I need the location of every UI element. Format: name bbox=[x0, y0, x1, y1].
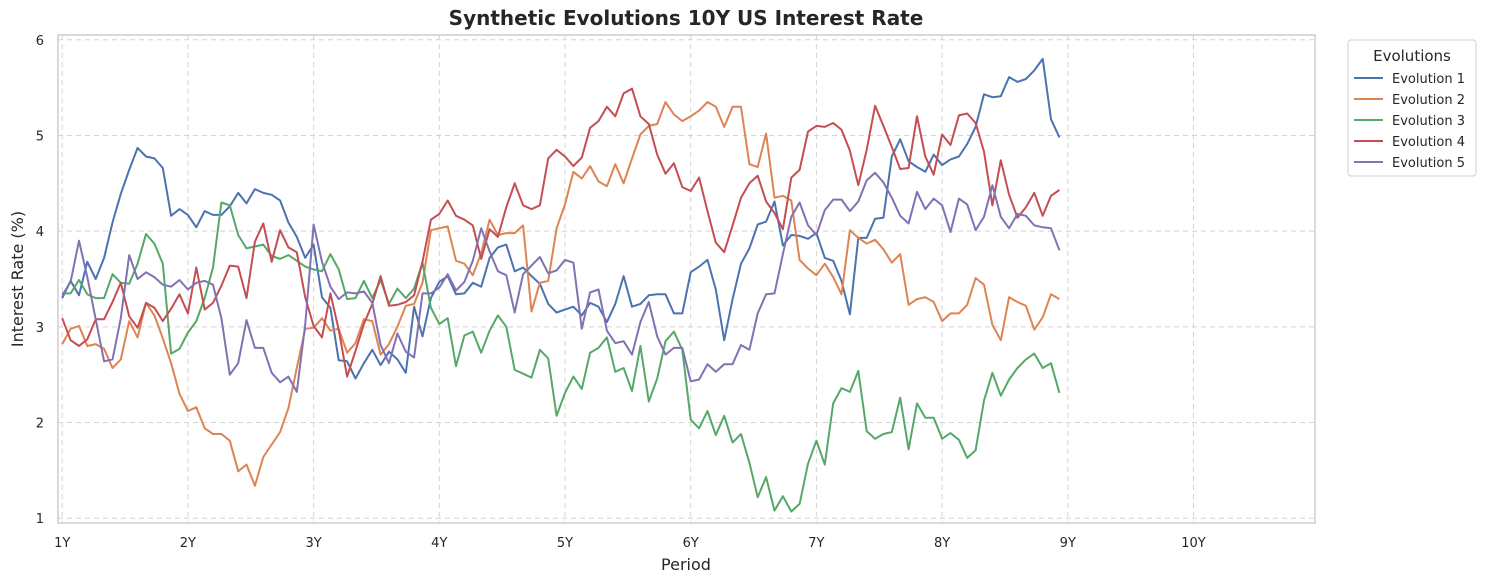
legend-label: Evolution 5 bbox=[1392, 156, 1465, 171]
legend-label: Evolution 2 bbox=[1392, 93, 1465, 108]
series-line-evolution-1 bbox=[61, 57, 1061, 380]
series-line-evolution-2 bbox=[61, 101, 1060, 487]
x-axis-label: Period bbox=[661, 555, 711, 574]
x-tick-label: 7Y bbox=[808, 536, 824, 551]
gridlines bbox=[58, 35, 1315, 523]
legend-label: Evolution 1 bbox=[1392, 72, 1465, 87]
x-tick-label: 5Y bbox=[557, 536, 573, 551]
legend-items: Evolution 1 Evolution 2 Evolution 3 Evoluti… bbox=[1354, 72, 1465, 171]
x-axis-ticks: 1Y 2Y 3Y 4Y 5Y 6Y 7Y 8Y 9Y 10Y bbox=[54, 536, 1206, 551]
y-axis-ticks: 1 2 3 4 5 6 bbox=[36, 34, 44, 527]
y-tick-label: 4 bbox=[36, 225, 44, 240]
legend-label: Evolution 4 bbox=[1392, 135, 1465, 150]
y-tick-label: 2 bbox=[36, 417, 44, 432]
x-tick-label: 4Y bbox=[431, 536, 447, 551]
legend-title: Evolutions bbox=[1373, 47, 1451, 65]
plot-frame bbox=[57, 34, 1316, 524]
x-tick-label: 3Y bbox=[305, 536, 321, 551]
y-tick-label: 6 bbox=[36, 34, 44, 49]
x-tick-label: 9Y bbox=[1060, 536, 1076, 551]
series-line-evolution-3 bbox=[62, 201, 1061, 513]
x-tick-label: 6Y bbox=[683, 536, 699, 551]
y-tick-label: 1 bbox=[36, 512, 44, 527]
x-tick-label: 1Y bbox=[54, 536, 70, 551]
x-tick-label: 8Y bbox=[934, 536, 950, 551]
series-line-evolution-5 bbox=[61, 171, 1061, 393]
x-tick-label: 2Y bbox=[180, 536, 196, 551]
series-lines bbox=[61, 57, 1061, 513]
chart-title: Synthetic Evolutions 10Y US Interest Rat… bbox=[449, 6, 924, 30]
x-tick-label: 10Y bbox=[1181, 536, 1206, 551]
y-axis-label: Interest Rate (%) bbox=[8, 211, 27, 347]
y-tick-label: 3 bbox=[36, 321, 44, 336]
legend-label: Evolution 3 bbox=[1392, 114, 1465, 129]
series-line-evolution-4 bbox=[61, 87, 1060, 378]
y-tick-label: 5 bbox=[36, 129, 44, 144]
